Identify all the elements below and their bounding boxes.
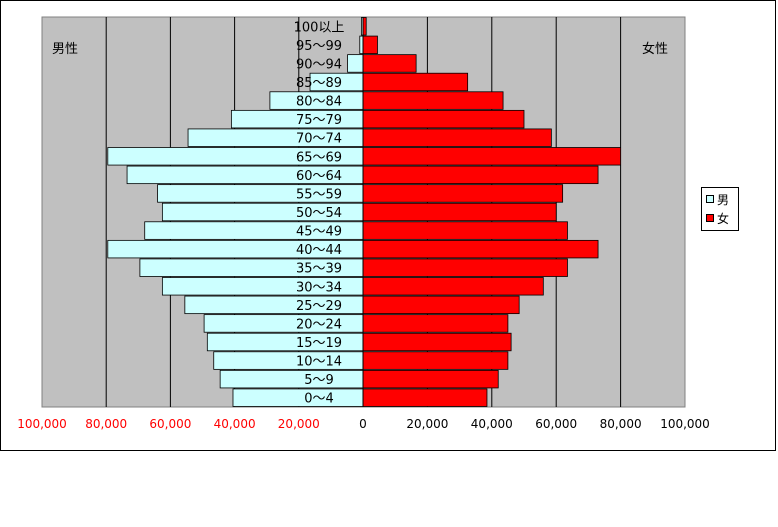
bar-female: [362, 332, 512, 352]
x-tick-label: 60,000: [149, 417, 191, 431]
x-tick-label: 60,000: [535, 417, 577, 431]
bar-female: [362, 165, 599, 185]
bar-female: [362, 369, 499, 389]
x-tick-label: 100,000: [17, 417, 67, 431]
bar-female: [362, 109, 525, 129]
x-tick-label: 80,000: [85, 417, 127, 431]
category-label: 60～64: [296, 169, 342, 184]
category-label: 70～74: [296, 132, 342, 147]
legend-swatch-male: [706, 195, 714, 203]
bar-female: [362, 35, 378, 55]
category-label: 30～34: [296, 280, 342, 295]
bar-male: [347, 54, 364, 73]
chart-frame: 100以上 95～99 90～94 85～89 80～84 75～79 70～74 65～69…: [0, 0, 776, 451]
bar-male: [232, 388, 364, 407]
category-label: 0～4: [304, 392, 334, 407]
category-label: 90～94: [296, 57, 342, 72]
bar-female: [362, 184, 564, 203]
legend-item-male: 男: [706, 191, 729, 207]
bar-female: [362, 314, 509, 333]
category-label: 65～69: [296, 150, 342, 165]
legend-swatch-female: [706, 214, 714, 222]
x-tick-label: 40,000: [471, 417, 513, 431]
category-label: 25～29: [296, 299, 342, 314]
bar-female: [362, 54, 417, 73]
x-tick-label: 80,000: [600, 417, 642, 431]
legend: 男 女: [701, 187, 739, 231]
category-label: 45～49: [296, 225, 342, 240]
bar-female: [362, 147, 622, 166]
category-label: 55～59: [296, 187, 342, 202]
legend-label-female: 女: [717, 211, 730, 226]
bar-female: [362, 202, 557, 222]
category-label: 10～14: [296, 355, 342, 370]
bar-female: [362, 128, 552, 147]
category-label: 95～99: [296, 39, 342, 54]
category-label: 40～44: [296, 243, 342, 258]
x-tick-label: 0: [359, 417, 367, 431]
bar-female: [362, 221, 568, 240]
category-label: 75～79: [296, 113, 342, 128]
bar-female: [362, 388, 488, 407]
bar-female: [362, 91, 504, 110]
bar-female: [362, 258, 568, 277]
male-axis-label: 男性: [52, 42, 79, 57]
female-axis-label: 女性: [642, 42, 669, 57]
category-label: 80～84: [296, 95, 342, 110]
bar-female: [362, 277, 544, 296]
bar-male: [219, 369, 364, 389]
population-pyramid-chart: 100以上 95～99 90～94 85～89 80～84 75～79 70～74 65～69…: [17, 16, 710, 431]
bar-female: [362, 239, 599, 259]
category-label: 15～19: [296, 336, 342, 351]
x-tick-label: 20,000: [406, 417, 448, 431]
bar-female: [362, 295, 520, 315]
category-label: 50～54: [296, 206, 342, 221]
category-label: 35～39: [296, 262, 342, 277]
bar-female: [362, 72, 469, 92]
x-tick-label: 40,000: [214, 417, 256, 431]
legend-label-male: 男: [717, 192, 730, 207]
bar-female: [362, 351, 509, 370]
category-label: 20～24: [296, 317, 342, 332]
category-label: 85～89: [296, 76, 342, 91]
category-label: 5～9: [304, 373, 334, 388]
x-tick-label: 20,000: [278, 417, 320, 431]
category-label: 100以上: [294, 20, 345, 35]
legend-item-female: 女: [706, 210, 729, 226]
x-tick-label: 100,000: [660, 417, 710, 431]
